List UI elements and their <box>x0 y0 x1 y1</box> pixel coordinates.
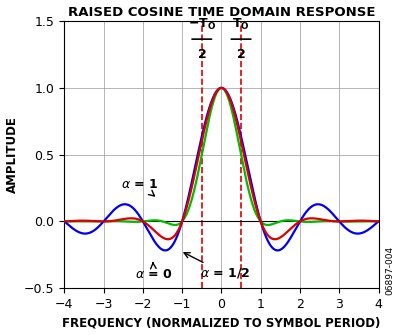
Text: $\alpha$ = 0: $\alpha$ = 0 <box>135 263 172 281</box>
Text: $\mathbf{2}$: $\mathbf{2}$ <box>236 48 246 61</box>
Text: 06897-004: 06897-004 <box>385 246 394 295</box>
X-axis label: FREQUENCY (NORMALIZED TO SYMBOL PERIOD): FREQUENCY (NORMALIZED TO SYMBOL PERIOD) <box>62 317 381 329</box>
Title: RAISED COSINE TIME DOMAIN RESPONSE: RAISED COSINE TIME DOMAIN RESPONSE <box>68 6 375 18</box>
Text: $\mathbf{-T_O}$: $\mathbf{-T_O}$ <box>188 17 216 32</box>
Text: $\alpha$ = 1/2: $\alpha$ = 1/2 <box>184 253 250 280</box>
Text: $\mathbf{2}$: $\mathbf{2}$ <box>197 48 206 61</box>
Text: $\alpha$ = 1: $\alpha$ = 1 <box>121 178 158 196</box>
Text: $\mathbf{T_O}$: $\mathbf{T_O}$ <box>232 17 250 32</box>
Y-axis label: AMPLITUDE: AMPLITUDE <box>6 116 18 193</box>
